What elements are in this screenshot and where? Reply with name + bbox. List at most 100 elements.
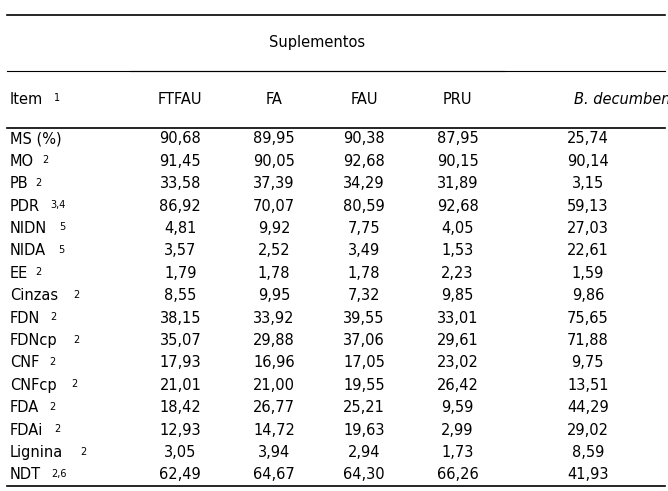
Text: 3,4: 3,4 — [50, 200, 65, 210]
Text: 29,88: 29,88 — [253, 333, 295, 348]
Text: 4,81: 4,81 — [164, 221, 196, 236]
Text: 91,45: 91,45 — [160, 154, 201, 169]
Text: Item: Item — [10, 92, 43, 107]
Text: 26,77: 26,77 — [253, 400, 295, 415]
Text: 64,30: 64,30 — [343, 467, 385, 482]
Text: 1,53: 1,53 — [442, 244, 474, 258]
Text: 1,73: 1,73 — [442, 445, 474, 460]
Text: 2: 2 — [35, 267, 41, 277]
Text: PB: PB — [10, 176, 29, 191]
Text: 35,07: 35,07 — [160, 333, 201, 348]
Text: MO: MO — [10, 154, 34, 169]
Text: 2: 2 — [73, 290, 79, 300]
Text: 25,74: 25,74 — [567, 132, 609, 146]
Text: 92,68: 92,68 — [343, 154, 385, 169]
Text: FTFAU: FTFAU — [158, 92, 202, 107]
Text: 3,05: 3,05 — [164, 445, 196, 460]
Text: 16,96: 16,96 — [253, 355, 295, 370]
Text: 25,21: 25,21 — [343, 400, 385, 415]
Text: 71,88: 71,88 — [567, 333, 609, 348]
Text: 64,67: 64,67 — [253, 467, 295, 482]
Text: 8,59: 8,59 — [572, 445, 604, 460]
Text: 19,55: 19,55 — [343, 378, 385, 393]
Text: 1,59: 1,59 — [572, 266, 604, 281]
Text: MS (%): MS (%) — [10, 132, 61, 146]
Text: 12,93: 12,93 — [160, 423, 201, 437]
Text: 19,63: 19,63 — [343, 423, 385, 437]
Text: 59,13: 59,13 — [567, 198, 609, 214]
Text: PDR: PDR — [10, 198, 40, 214]
Text: 2: 2 — [54, 424, 61, 434]
Text: 5: 5 — [59, 222, 65, 233]
Text: 21,00: 21,00 — [253, 378, 295, 393]
Text: 22,61: 22,61 — [567, 244, 609, 258]
Text: 37,06: 37,06 — [343, 333, 385, 348]
Text: 17,05: 17,05 — [343, 355, 385, 370]
Text: 1,78: 1,78 — [258, 266, 290, 281]
Text: 33,58: 33,58 — [160, 176, 201, 191]
Text: 2,94: 2,94 — [348, 445, 380, 460]
Text: 3,57: 3,57 — [164, 244, 196, 258]
Text: 37,39: 37,39 — [253, 176, 295, 191]
Text: 2,6: 2,6 — [51, 469, 67, 479]
Text: 2: 2 — [49, 357, 55, 367]
Text: B. decumbens: B. decumbens — [574, 92, 668, 107]
Text: 75,65: 75,65 — [567, 311, 609, 326]
Text: 2: 2 — [35, 178, 41, 188]
Text: Cinzas: Cinzas — [10, 288, 58, 303]
Text: 5: 5 — [58, 245, 64, 255]
Text: FAU: FAU — [350, 92, 378, 107]
Text: FDA: FDA — [10, 400, 39, 415]
Text: Suplementos: Suplementos — [269, 35, 365, 51]
Text: CNFcp: CNFcp — [10, 378, 57, 393]
Text: 90,15: 90,15 — [437, 154, 478, 169]
Text: 33,01: 33,01 — [437, 311, 478, 326]
Text: FA: FA — [265, 92, 283, 107]
Text: 9,95: 9,95 — [258, 288, 290, 303]
Text: 2,99: 2,99 — [442, 423, 474, 437]
Text: 9,86: 9,86 — [572, 288, 604, 303]
Text: 8,55: 8,55 — [164, 288, 196, 303]
Text: 29,02: 29,02 — [567, 423, 609, 437]
Text: 13,51: 13,51 — [567, 378, 609, 393]
Text: 38,15: 38,15 — [160, 311, 201, 326]
Text: 44,29: 44,29 — [567, 400, 609, 415]
Text: 34,29: 34,29 — [343, 176, 385, 191]
Text: 9,92: 9,92 — [258, 221, 290, 236]
Text: 21,01: 21,01 — [160, 378, 201, 393]
Text: FDNcp: FDNcp — [10, 333, 57, 348]
Text: 90,68: 90,68 — [160, 132, 201, 146]
Text: 70,07: 70,07 — [253, 198, 295, 214]
Text: 1,79: 1,79 — [164, 266, 196, 281]
Text: 2: 2 — [73, 334, 79, 345]
Text: 2: 2 — [80, 446, 86, 457]
Text: 90,05: 90,05 — [253, 154, 295, 169]
Text: 80,59: 80,59 — [343, 198, 385, 214]
Text: 7,75: 7,75 — [348, 221, 380, 236]
Text: 3,49: 3,49 — [348, 244, 380, 258]
Text: 2,52: 2,52 — [258, 244, 290, 258]
Text: 66,26: 66,26 — [437, 467, 478, 482]
Text: 86,92: 86,92 — [160, 198, 201, 214]
Text: FDN: FDN — [10, 311, 40, 326]
Text: 1,78: 1,78 — [348, 266, 380, 281]
Text: 9,75: 9,75 — [572, 355, 604, 370]
Text: 3,94: 3,94 — [258, 445, 290, 460]
Text: NIDN: NIDN — [10, 221, 47, 236]
Text: 89,95: 89,95 — [253, 132, 295, 146]
Text: 9,59: 9,59 — [442, 400, 474, 415]
Text: 2: 2 — [43, 155, 49, 165]
Text: 27,03: 27,03 — [567, 221, 609, 236]
Text: 2: 2 — [49, 402, 55, 412]
Text: EE: EE — [10, 266, 28, 281]
Text: 90,38: 90,38 — [343, 132, 385, 146]
Text: 39,55: 39,55 — [343, 311, 385, 326]
Text: 3,15: 3,15 — [572, 176, 604, 191]
Text: 18,42: 18,42 — [160, 400, 201, 415]
Text: 62,49: 62,49 — [160, 467, 201, 482]
Text: Lignina: Lignina — [10, 445, 63, 460]
Text: PRU: PRU — [443, 92, 472, 107]
Text: 92,68: 92,68 — [437, 198, 478, 214]
Text: 87,95: 87,95 — [437, 132, 478, 146]
Text: 41,93: 41,93 — [567, 467, 609, 482]
